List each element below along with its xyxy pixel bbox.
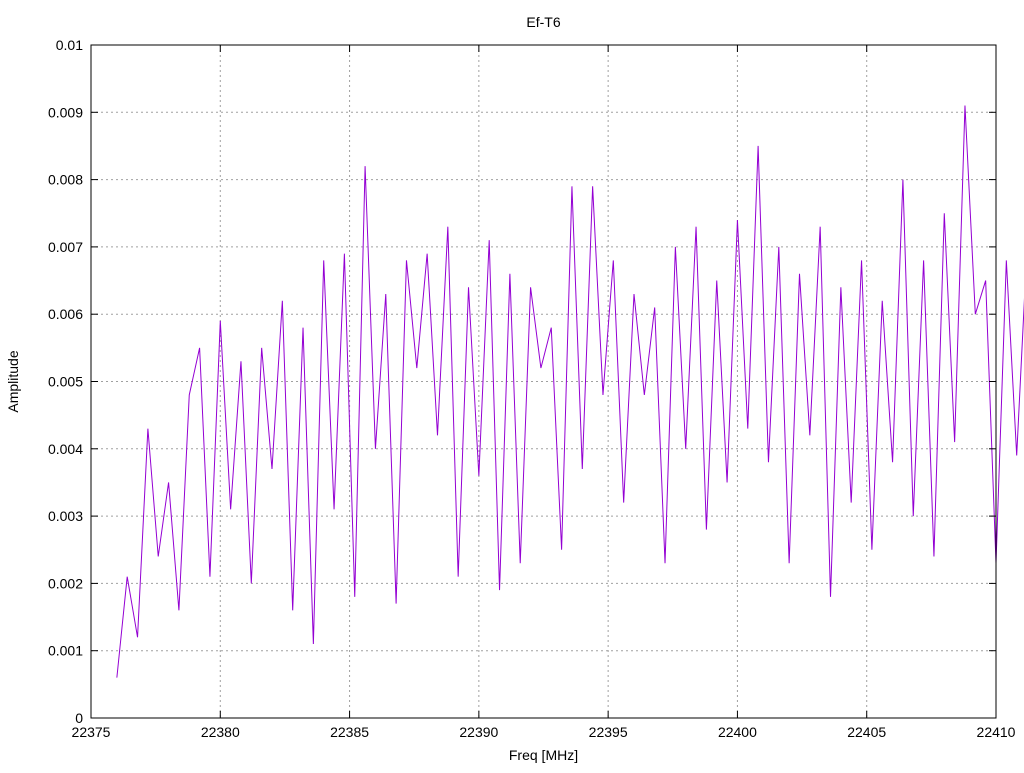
x-tick-label: 22395: [589, 724, 628, 740]
y-tick-label: 0.003: [48, 508, 83, 524]
y-tick-label: 0.01: [56, 37, 83, 53]
x-tick-label: 22375: [72, 724, 111, 740]
y-tick-label: 0.009: [48, 104, 83, 120]
x-tick-label: 22400: [718, 724, 757, 740]
series-layer: [116, 105, 1024, 678]
y-tick-label: 0.006: [48, 306, 83, 322]
x-axis-label: Freq [MHz]: [509, 747, 578, 763]
series-line: [116, 105, 1024, 678]
chart-title: Ef-T6: [526, 14, 560, 30]
x-tick-label: 22390: [459, 724, 498, 740]
x-tick-label: 22380: [201, 724, 240, 740]
y-tick-label: 0.007: [48, 239, 83, 255]
y-tick-label: 0: [75, 710, 83, 726]
x-tick-label: 22410: [977, 724, 1016, 740]
y-tick-label: 0.005: [48, 374, 83, 390]
y-tick-label: 0.001: [48, 643, 83, 659]
y-tick-label: 0.008: [48, 172, 83, 188]
y-axis-label: Amplitude: [5, 350, 21, 412]
y-tick-label: 0.004: [48, 441, 83, 457]
x-tick-label: 22405: [847, 724, 886, 740]
tick-layer: 22375 22380 22385 22390 22395 22400 22405 22410…: [48, 37, 1016, 740]
x-tick-label: 22385: [330, 724, 369, 740]
y-tick-label: 0.002: [48, 575, 83, 591]
